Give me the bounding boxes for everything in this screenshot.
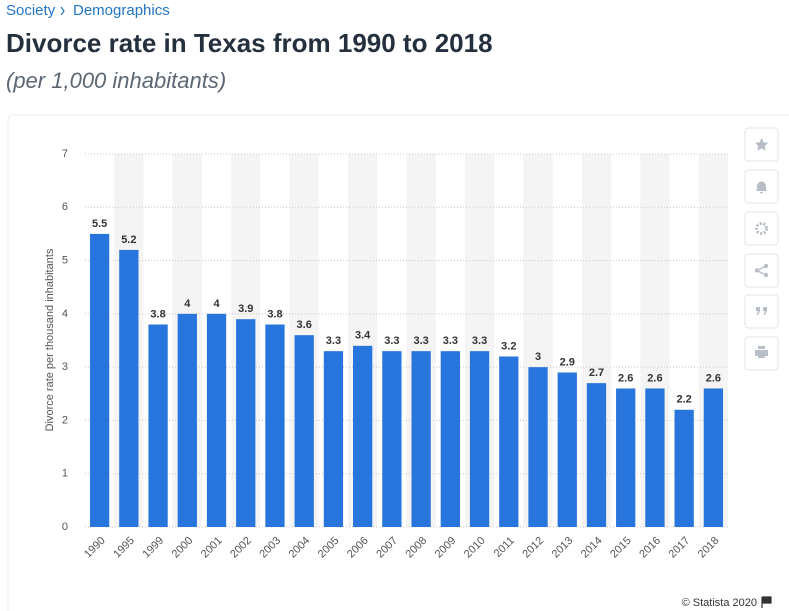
value-label: 3.9: [238, 303, 253, 315]
bar: [469, 351, 490, 527]
chart-subtitle: (per 1,000 inhabitants): [6, 68, 226, 93]
breadcrumb-separator: [60, 6, 65, 16]
value-label: 2.6: [706, 372, 721, 384]
y-tick-label: 7: [62, 148, 68, 160]
bar: [440, 351, 460, 527]
bell-icon: [756, 181, 767, 194]
y-tick-label: 5: [62, 254, 68, 266]
bar: [294, 335, 314, 527]
y-tick-label: 2: [62, 414, 68, 426]
breadcrumb-link[interactable]: Demographics: [73, 2, 170, 19]
flag-icon: [761, 596, 772, 608]
value-label: 4: [213, 298, 220, 310]
value-label: 3.8: [267, 308, 282, 320]
value-label: 2.6: [647, 372, 662, 384]
breadcrumb-link[interactable]: Society: [6, 2, 56, 19]
bar: [89, 233, 110, 527]
value-label: 5.2: [121, 234, 136, 246]
star-icon: [754, 138, 769, 151]
bar: [353, 345, 373, 527]
credit: © Statista 2020: [682, 597, 757, 609]
bar: [645, 388, 665, 527]
toolbar: [744, 127, 779, 371]
y-tick-label: 1: [62, 468, 68, 480]
value-label: 5.5: [92, 218, 107, 230]
chart-title: Divorce rate in Texas from 1990 to 2018: [6, 28, 493, 58]
value-label: 2.9: [560, 356, 575, 368]
y-tick-label: 4: [62, 308, 68, 320]
bar: [177, 313, 197, 527]
value-label: 4: [184, 298, 191, 310]
share-button[interactable]: [744, 253, 779, 288]
gear-icon: [755, 222, 768, 235]
settings-button[interactable]: [744, 211, 779, 246]
value-label: 3.4: [355, 330, 371, 342]
bar: [674, 409, 694, 527]
y-axis-label: Divorce rate per thousand inhabitants: [44, 248, 56, 431]
y-tick-label: 0: [62, 521, 68, 533]
bar: [586, 383, 607, 527]
share-icon: [754, 263, 769, 278]
bar: [236, 319, 256, 527]
bar: [206, 313, 227, 527]
print-icon: [755, 346, 768, 358]
value-label: 3.3: [443, 335, 458, 347]
value-label: 3.3: [472, 335, 487, 347]
value-label: 3.8: [150, 308, 165, 320]
y-tick-label: 3: [62, 361, 68, 373]
bar: [616, 388, 636, 527]
bar: [382, 351, 402, 527]
bar: [148, 324, 168, 527]
value-label: 3.3: [326, 335, 341, 347]
value-label: 3: [535, 351, 541, 363]
value-label: 2.7: [589, 367, 604, 379]
value-label: 3.3: [413, 335, 428, 347]
y-tick-label: 6: [62, 201, 68, 213]
bar: [411, 351, 431, 527]
bar: [528, 367, 548, 527]
bar: [703, 388, 724, 527]
bar: [557, 372, 577, 527]
value-label: 3.6: [297, 319, 312, 331]
plot: 0123456719905.519955.219993.820004200142…: [62, 148, 728, 560]
value-label: 2.6: [618, 372, 633, 384]
value-label: 3.3: [384, 335, 399, 347]
bar: [265, 324, 285, 527]
value-label: 3.2: [501, 340, 516, 352]
bar: [499, 356, 519, 527]
cite-button[interactable]: [744, 294, 779, 329]
bar: [323, 351, 344, 527]
value-label: 2.2: [677, 394, 692, 406]
quote-icon: [756, 307, 767, 315]
bar: [119, 249, 139, 527]
